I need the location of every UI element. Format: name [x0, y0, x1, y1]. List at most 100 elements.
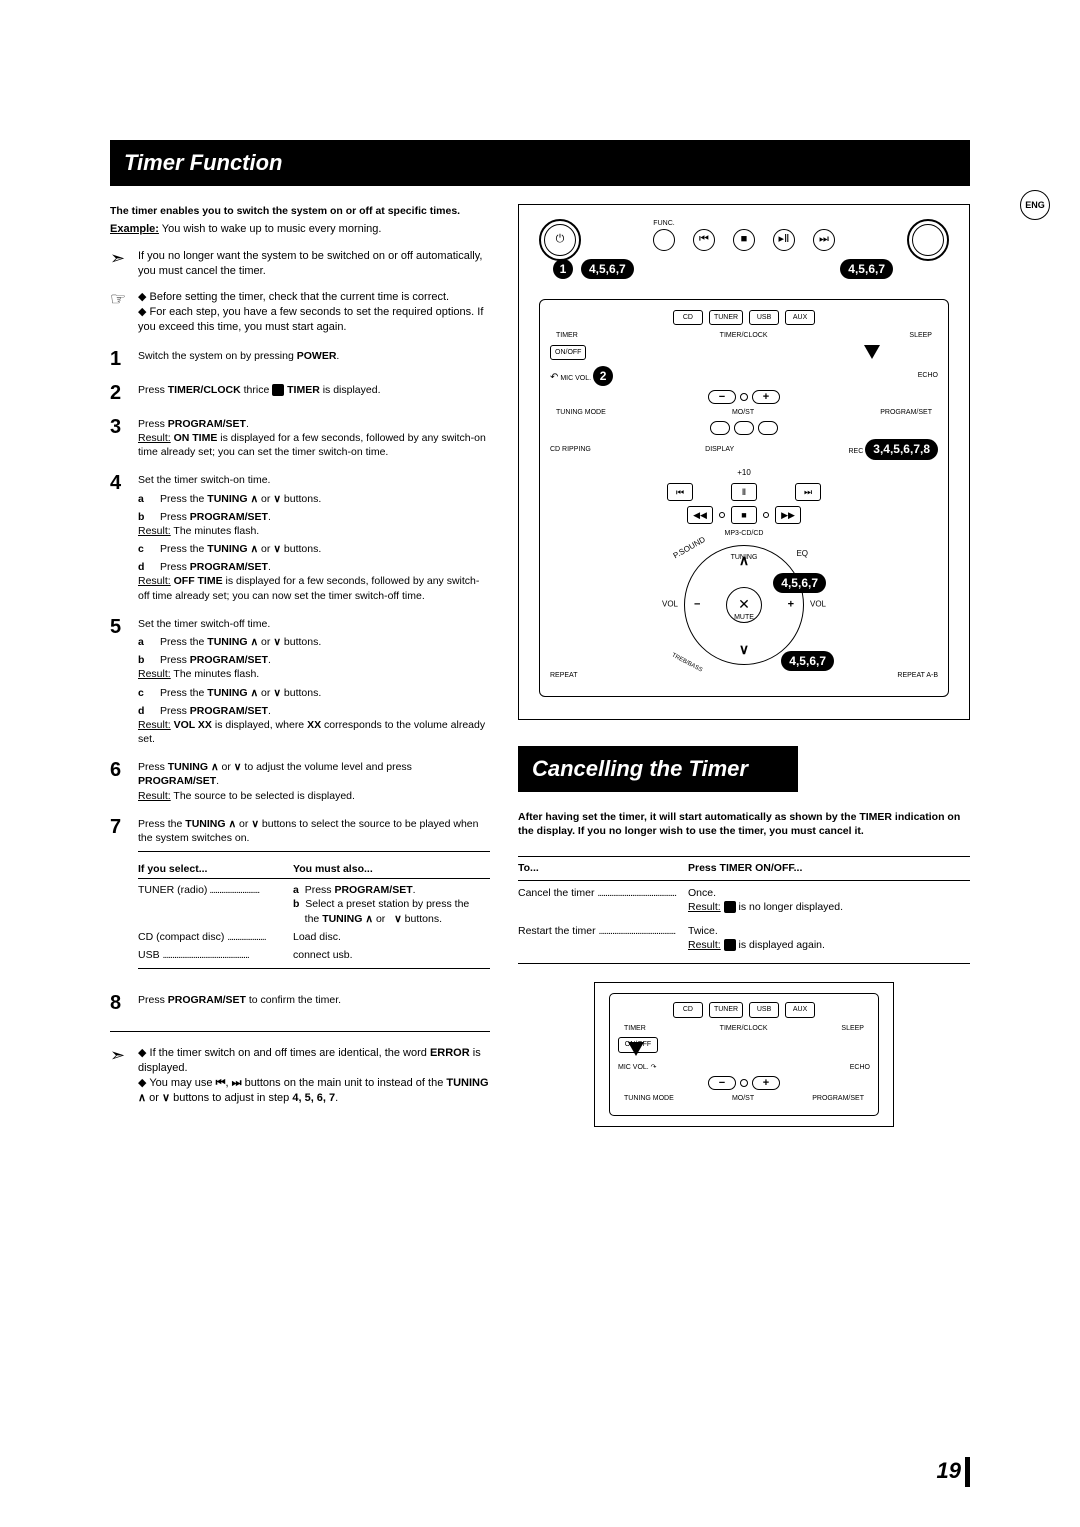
s3a: Press [138, 418, 168, 430]
s2d: TIMER [287, 384, 320, 396]
sm-cd: CD [673, 1002, 703, 1017]
s5c1: Press the [160, 687, 207, 699]
aux-btn: AUX [785, 310, 815, 325]
voll-lbl: VOL [662, 599, 678, 610]
sm-usb: USB [749, 1002, 779, 1017]
prev-btn-icon: ⏮ [693, 229, 715, 251]
sel-cd-a: Load disc. [293, 930, 341, 944]
s4d1: Press [160, 561, 190, 573]
plus10-lbl: +10 [550, 468, 938, 479]
step-num: 1 [110, 349, 128, 369]
stop2-icon: ■ [731, 506, 757, 524]
sleep-lbl: SLEEP [909, 331, 932, 340]
s4a1: Press the [160, 493, 207, 505]
ct-r1r: Result: [688, 901, 721, 913]
step-num: 7 [110, 817, 128, 979]
mp3cd-lbl: MP3-CD/CD [550, 529, 938, 538]
ct-r1rt: is no longer displayed. [736, 901, 843, 913]
sm-minus-icon: − [708, 1076, 736, 1090]
s8b: PROGRAM/SET [168, 994, 246, 1006]
s6d: to adjust the volume level and press [241, 761, 411, 773]
s4a3: or [258, 493, 273, 505]
note2a: ◆ Before setting the timer, check that t… [138, 290, 490, 305]
pill3-icon [758, 421, 778, 435]
eng-badge: ENG [1020, 190, 1050, 220]
display-lbl: DISPLAY [705, 445, 734, 454]
rec-lbl: REC [849, 448, 864, 455]
s7a: Press the [138, 818, 185, 830]
ct-r2b: Twice. [688, 925, 718, 937]
clock-icon [724, 939, 736, 951]
s5d1: Press [160, 705, 190, 717]
most-lbl: MO/ST [732, 408, 754, 417]
sm-tuningmode: TUNING MODE [624, 1094, 674, 1103]
echo-lbl: ECHO [918, 371, 938, 380]
step-num: 5 [110, 617, 128, 746]
remote-body: CD TUNER USB AUX TIMERTIMER/CLOCKSLEEP O… [539, 299, 949, 698]
s6r: Result: [138, 790, 171, 802]
s5br: Result: [138, 668, 171, 680]
s4b1: Press [160, 511, 190, 523]
pointer-icon [864, 345, 880, 359]
s6c: or [219, 761, 234, 773]
sel-cd: CD (compact disc) [138, 931, 224, 943]
right-column: ⏻ FUNC. ⏮ ■ ▸Ⅱ ⏭ 1 4,5,6,7 4,5,6,7 CD TU… [518, 204, 970, 1128]
mute-lbl: MUTE [734, 613, 754, 622]
sm-tuner: TUNER [709, 1002, 743, 1017]
ct-r2rt: is displayed again. [736, 939, 825, 951]
micvol-lbl: MIC VOL. [560, 375, 591, 382]
section-title-cancel: Cancelling the Timer [518, 746, 798, 792]
sm-programset: PROGRAM/SET [812, 1094, 864, 1103]
callout-2: 2 [593, 366, 613, 386]
sel-usb-a: connect usb. [293, 948, 353, 962]
next-btn-icon: ⏭ [813, 229, 835, 251]
left-column: The timer enables you to switch the syst… [110, 204, 490, 1128]
note-2: ☞ ◆ Before setting the timer, check that… [110, 290, 490, 335]
ct-r1b: Once. [688, 887, 716, 899]
step-num: 3 [110, 417, 128, 460]
callout-4567a: 4,5,6,7 [581, 259, 634, 279]
sm-timerclock: TIMER/CLOCK [720, 1024, 768, 1033]
sel-usb: USB [138, 949, 160, 961]
hand-icon: ☞ [110, 290, 130, 308]
sel-h2: You must also... [293, 862, 373, 876]
plus-btn-icon: + [752, 390, 780, 404]
s5c4: buttons. [281, 687, 321, 699]
s5c2: TUNING [207, 687, 247, 699]
s7c: or [236, 818, 251, 830]
func-label: FUNC. [653, 219, 674, 228]
clock-icon [272, 384, 284, 396]
down-arrow-icon: ∨ [739, 640, 749, 659]
ct-h1: To... [518, 861, 688, 875]
s5a3: or [258, 636, 273, 648]
s8a: Press [138, 994, 168, 1006]
step-num: 8 [110, 993, 128, 1013]
sm-dot-icon [740, 1079, 748, 1087]
intro-example: Example: You wish to wake up to music ev… [110, 222, 490, 237]
sta: Press [305, 884, 335, 896]
arrow-icon: ➣ [110, 1046, 130, 1064]
note2-text: ◆ Before setting the timer, check that t… [138, 290, 490, 335]
cdripping-lbl: CD RIPPING [550, 445, 591, 454]
step-4: 4 Set the timer switch-on time. aPress t… [110, 473, 490, 602]
s6e: PROGRAM/SET [138, 775, 216, 787]
s4a4: buttons. [281, 493, 321, 505]
sel-tuner: TUNER (radio) [138, 884, 207, 896]
sel-h1: If you select... [138, 862, 293, 876]
volr-lbl: VOL [810, 599, 826, 610]
callout-4567b: 4,5,6,7 [840, 259, 893, 279]
timer-lbl: TIMER [556, 331, 578, 340]
bn2f: 4, 5, 6, 7 [292, 1092, 335, 1104]
right-knob-icon [907, 219, 949, 261]
note1-text: If you no longer want the system to be s… [138, 249, 490, 279]
step-3: 3 Press PROGRAM/SET. Result: ON TIME is … [110, 417, 490, 460]
sm-sleep: SLEEP [841, 1024, 864, 1033]
ct-r2r: Result: [688, 939, 721, 951]
ct-r2a: Restart the timer [518, 925, 596, 937]
repeat-lbl: REPEAT [550, 671, 578, 680]
s3r: Result: [138, 432, 171, 444]
note-1: ➣ If you no longer want the system to be… [110, 249, 490, 279]
arrow-icon: ➣ [110, 249, 130, 267]
s6rt: The source to be selected is displayed. [171, 790, 355, 802]
s5dr: Result: [138, 719, 171, 731]
